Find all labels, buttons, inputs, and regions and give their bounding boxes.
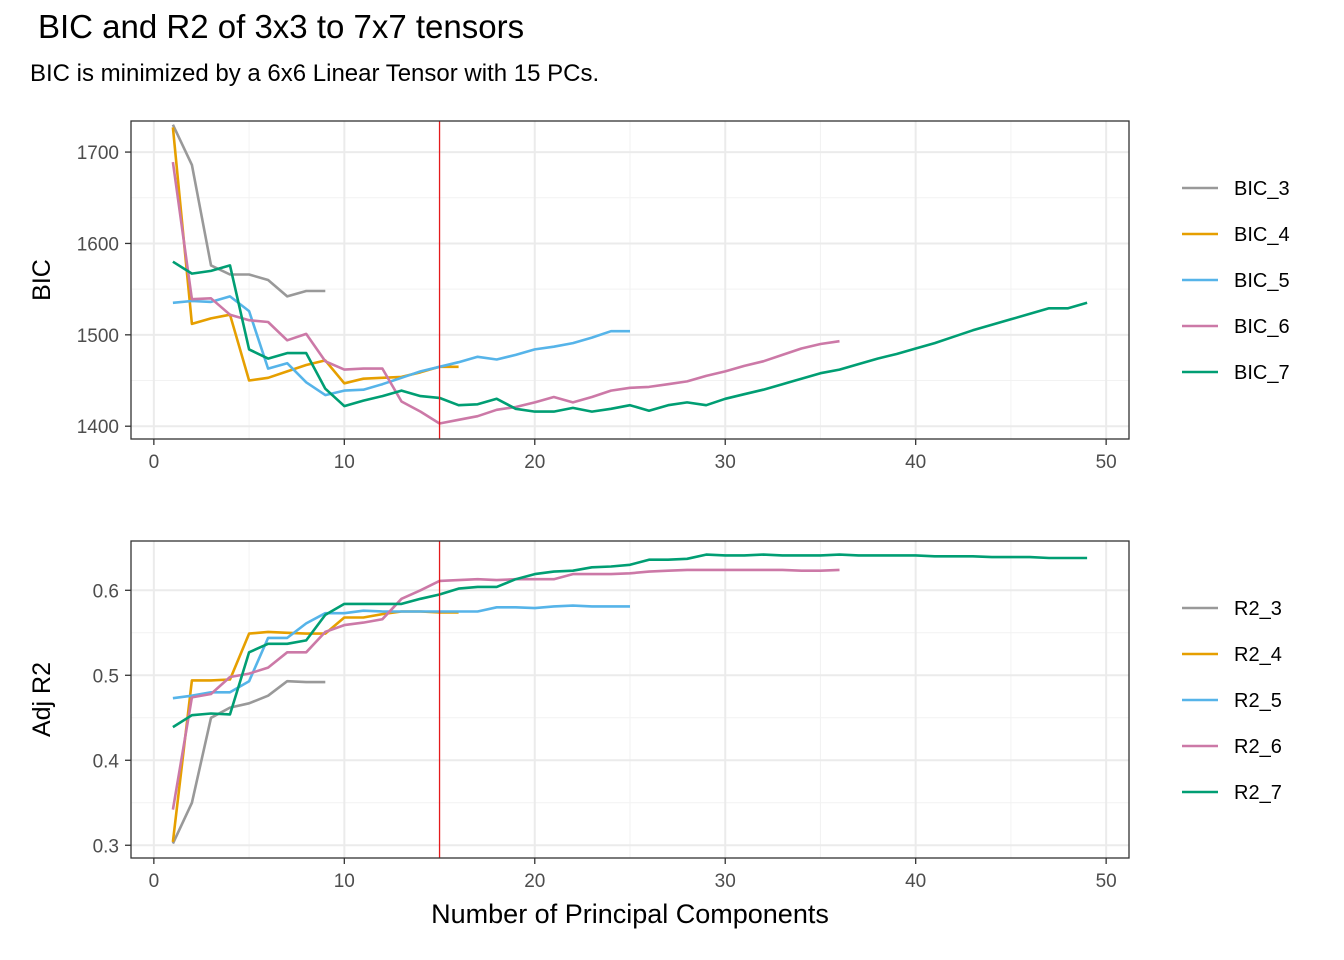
legend-label-R2_3: R2_3 [1234,598,1282,620]
y-tick-label: 1600 [77,234,119,255]
legend-label-R2_5: R2_5 [1234,690,1282,712]
x-tick-label: 30 [715,452,736,473]
series-line-BIC_6 [171,161,840,425]
series-line-BIC_7 [172,260,1088,413]
bic-panel: 0 10 20 30 40 50 1400 1500 1600 1700 BIC BIC_3 BIC_4… [28,120,1290,473]
y-axis-label: Adj R2 [28,662,56,737]
legend-label-BIC_4: BIC_4 [1234,224,1290,246]
y-tick-label: 0.5 [93,666,119,687]
legend-label-BIC_7: BIC_7 [1234,362,1290,384]
x-axis-label: Number of Principal Components [431,899,829,929]
legend-label-R2_7: R2_7 [1234,782,1282,804]
legend-label-BIC_3: BIC_3 [1234,178,1290,200]
series-line-BIC_3 [171,124,326,298]
legend-label-R2_6: R2_6 [1234,736,1282,758]
x-tick-label: 10 [334,452,355,473]
legend-label-BIC_6: BIC_6 [1234,316,1290,338]
series-line-R2_7 [172,553,1088,729]
r2-panel: 0 10 20 30 40 50 0.3 0.4 0.5 0.6 Adj R2 Number of P… [28,540,1282,929]
x-tick-label: 0 [149,871,160,892]
y-axis-label: BIC [28,259,56,301]
y-tick-label: 1700 [77,143,119,164]
chart-subtitle: BIC is minimized by a 6x6 Linear Tensor … [30,60,600,87]
series-line-BIC_4 [171,127,459,385]
x-tick-label: 50 [1096,871,1117,892]
x-tick-label: 50 [1096,452,1117,473]
x-tick-label: 40 [905,452,926,473]
series-line-R2_4 [171,610,459,843]
series-line-BIC_5 [172,295,630,397]
panel-border [130,540,1130,859]
legend-label-BIC_5: BIC_5 [1234,270,1290,292]
bic-legend: BIC_3 BIC_4 BIC_5 BIC_6 BIC_7 [1182,178,1290,384]
y-tick-label: 0.3 [93,836,119,857]
series-line-R2_6 [171,568,840,810]
y-tick-label: 1400 [77,417,119,438]
y-tick-label: 0.6 [93,581,119,602]
x-tick-label: 30 [715,871,736,892]
panel-border [130,120,1130,440]
y-tick-label: 1500 [77,326,119,347]
y-tick-label: 0.4 [93,751,120,772]
x-tick-label: 0 [149,452,160,473]
x-tick-label: 40 [905,871,926,892]
x-tick-label: 10 [334,871,355,892]
x-tick-label: 20 [524,452,545,473]
series-line-R2_5 [172,604,630,700]
r2-legend: R2_3 R2_4 R2_5 R2_6 R2_7 [1182,598,1282,804]
chart-title: BIC and R2 of 3x3 to 7x7 tensors [38,8,525,45]
x-tick-label: 20 [524,871,545,892]
legend-label-R2_4: R2_4 [1234,644,1282,666]
series-line-R2_3 [171,679,326,845]
